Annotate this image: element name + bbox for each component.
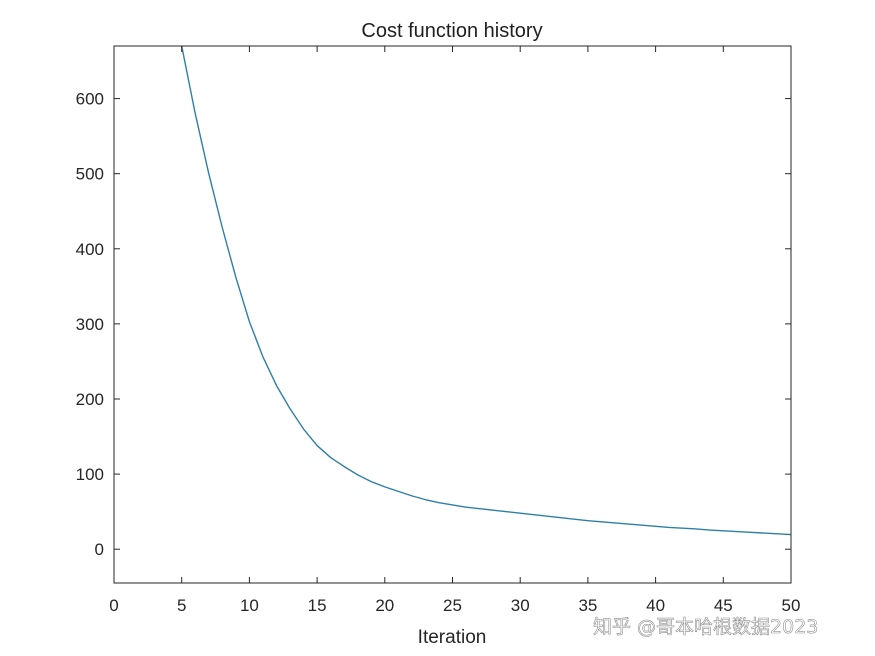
x-tick-label-50: 50 [782,596,801,615]
y-tick-label-200: 200 [76,390,104,409]
y-tick-label-600: 600 [76,90,104,109]
plot-area [181,46,791,536]
y-tick-label-500: 500 [76,165,104,184]
chart-title: Cost function history [361,20,542,42]
x-tick-label-25: 25 [443,596,462,615]
plot-frame [113,45,792,584]
x-tick-label-15: 15 [308,596,327,615]
x-tick-label-5: 5 [177,596,186,615]
watermark: 知乎 @哥本哈根数据2023 [593,616,818,638]
x-tick-label-10: 10 [240,596,259,615]
x-tick-label-45: 45 [714,596,733,615]
x-tick-label-35: 35 [578,596,597,615]
series-line-0 [181,46,791,536]
x-tick-label-0: 0 [109,596,118,615]
x-tick-label-20: 20 [375,596,394,615]
y-tick-label-400: 400 [76,240,104,259]
y-tick-label-0: 0 [95,540,104,559]
x-tick-label-40: 40 [646,596,665,615]
x-tick-label-30: 30 [511,596,530,615]
y-tick-label-100: 100 [76,465,104,484]
y-tick-label-300: 300 [76,315,104,334]
x-axis-label: Iteration [418,627,487,648]
